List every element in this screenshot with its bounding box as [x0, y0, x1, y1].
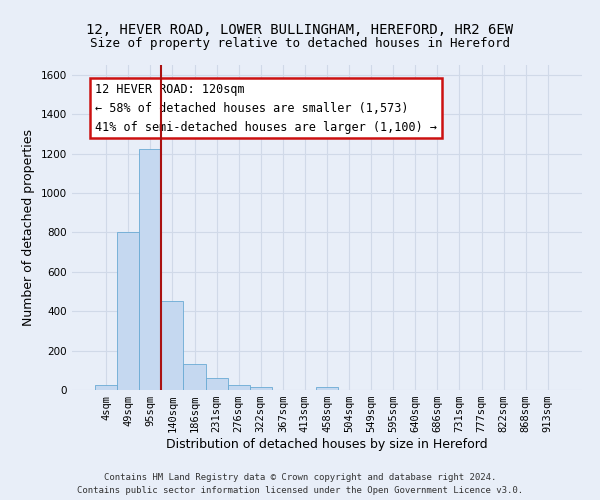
Bar [206, 378, 227, 390]
Bar [227, 385, 250, 390]
Bar [139, 148, 161, 390]
Bar [95, 385, 117, 390]
Text: 12, HEVER ROAD, LOWER BULLINGHAM, HEREFORD, HR2 6EW: 12, HEVER ROAD, LOWER BULLINGHAM, HEREFO… [86, 22, 514, 36]
Bar [316, 387, 338, 390]
Text: Size of property relative to detached houses in Hereford: Size of property relative to detached ho… [90, 38, 510, 51]
X-axis label: Distribution of detached houses by size in Hereford: Distribution of detached houses by size … [166, 438, 488, 451]
Text: Contains HM Land Registry data © Crown copyright and database right 2024.
Contai: Contains HM Land Registry data © Crown c… [77, 474, 523, 495]
Bar [117, 232, 139, 390]
Bar [250, 387, 272, 390]
Bar [161, 302, 184, 390]
Bar [184, 364, 206, 390]
Text: 12 HEVER ROAD: 120sqm
← 58% of detached houses are smaller (1,573)
41% of semi-d: 12 HEVER ROAD: 120sqm ← 58% of detached … [95, 82, 437, 134]
Y-axis label: Number of detached properties: Number of detached properties [22, 129, 35, 326]
